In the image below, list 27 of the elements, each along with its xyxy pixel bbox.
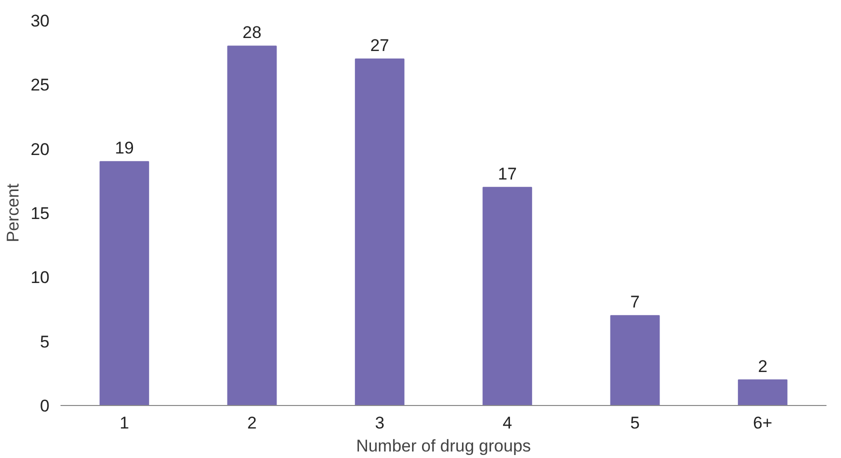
bar	[227, 46, 277, 406]
bar	[738, 379, 788, 406]
data-label: 17	[498, 164, 517, 184]
y-tick-label: 25	[30, 76, 50, 95]
x-tick-label: 1	[120, 414, 130, 432]
data-label: 27	[370, 36, 390, 55]
y-tick-label: 30	[30, 12, 50, 30]
bar	[100, 161, 150, 406]
data-label: 7	[630, 292, 640, 312]
x-tick-label: 2	[247, 414, 257, 432]
y-tick-label: 20	[30, 140, 50, 159]
y-tick-label: 5	[40, 332, 50, 352]
x-tick-label: 3	[374, 414, 384, 432]
data-label: 28	[242, 23, 262, 42]
data-label: 2	[758, 356, 768, 376]
x-tick-label: 5	[630, 414, 640, 432]
x-tick-label: 4	[502, 414, 512, 432]
y-tick-label: 15	[30, 204, 50, 223]
bar	[482, 186, 532, 406]
x-axis-title: Number of drug groups	[356, 436, 531, 456]
y-tick-label: 10	[30, 268, 50, 288]
y-axis-title: Percent	[4, 183, 23, 242]
bar	[610, 315, 660, 406]
x-tick-label: 6+	[752, 414, 772, 432]
y-tick-label: 0	[40, 396, 50, 416]
bar	[354, 58, 404, 406]
data-label: 19	[114, 138, 134, 158]
